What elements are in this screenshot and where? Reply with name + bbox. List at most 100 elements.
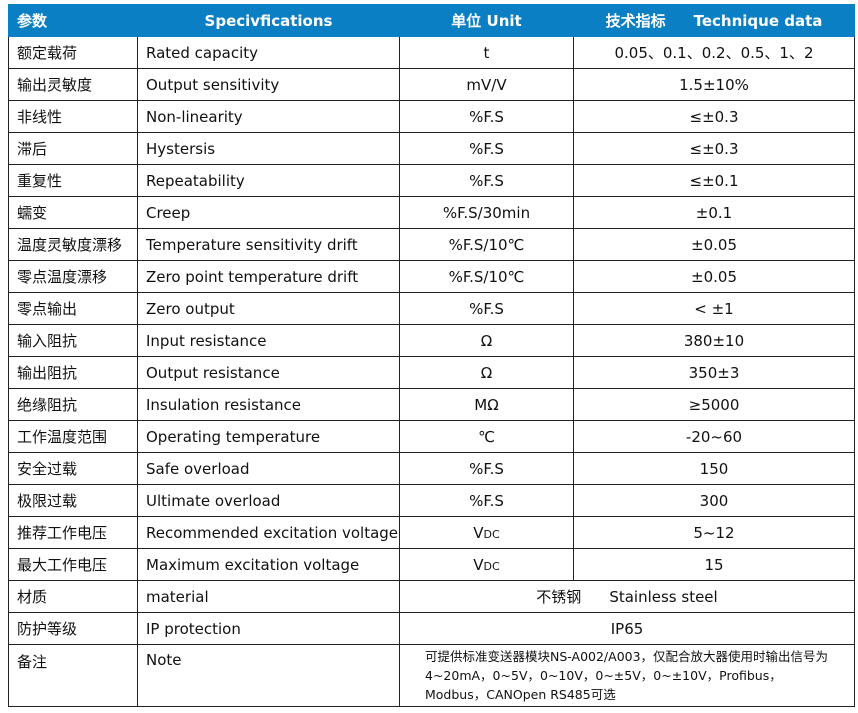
row-unit: %F.S	[399, 164, 574, 197]
table-row-material: 材质 material 不锈钢 Stainless steel	[8, 580, 855, 613]
table-row: 额定载荷 Rated capacity t 0.05、0.1、0.2、0.5、1、2	[8, 36, 855, 69]
row-cn: 推荐工作电压	[8, 516, 138, 549]
row-unit: %F.S/30min	[399, 196, 574, 229]
row-en: Insulation resistance	[137, 388, 400, 421]
row-cn: 绝缘阻抗	[8, 388, 138, 421]
spec-table: 参数 Specivfications 单位 Unit 技术指标 Technique…	[8, 4, 855, 707]
row-en: Output sensitivity	[137, 68, 400, 101]
table-row-ip: 防护等级 IP protection IP65	[8, 612, 855, 645]
row-unit: VDC	[399, 548, 574, 581]
row-en: Operating temperature	[137, 420, 400, 453]
header-data-en: Technique data	[693, 12, 823, 30]
row-unit: %F.S/10℃	[399, 260, 574, 293]
table-row: 工作温度范围 Operating temperature ℃ -20~60	[8, 420, 855, 453]
row-unit: VDC	[399, 516, 574, 549]
row-en: Repeatability	[137, 164, 400, 197]
row-value: 150	[573, 452, 855, 485]
row-cn: 非线性	[8, 100, 138, 133]
row-en: Zero output	[137, 292, 400, 325]
row-unit: %F.S	[399, 100, 574, 133]
table-row: 蠕变 Creep %F.S/30min ±0.1	[8, 196, 855, 229]
row-en: Note	[137, 644, 400, 707]
row-en: Output resistance	[137, 356, 400, 389]
table-row: 输出灵敏度 Output sensitivity mV/V 1.5±10%	[8, 68, 855, 101]
row-cn: 温度灵敏度漂移	[8, 228, 138, 261]
table-row: 输出阻抗 Output resistance Ω 350±3	[8, 356, 855, 389]
row-value: 1.5±10%	[573, 68, 855, 101]
row-unit: Ω	[399, 324, 574, 357]
table-row: 极限过载 Ultimate overload %F.S 300	[8, 484, 855, 517]
table-row: 绝缘阻抗 Insulation resistance MΩ ≥5000	[8, 388, 855, 421]
row-unit: %F.S	[399, 452, 574, 485]
row-value: ±0.05	[573, 260, 855, 293]
row-unit: %F.S	[399, 484, 574, 517]
header-spec: Specivfications	[137, 4, 400, 37]
row-cn: 防护等级	[8, 612, 138, 645]
row-cn: 极限过载	[8, 484, 138, 517]
row-en: Rated capacity	[137, 36, 400, 69]
table-row: 零点温度漂移 Zero point temperature drift %F.S/1…	[8, 260, 855, 293]
row-value: ±0.1	[573, 196, 855, 229]
row-value: ≤±0.1	[573, 164, 855, 197]
row-en: IP protection	[137, 612, 400, 645]
row-cn: 备注	[8, 644, 138, 707]
table-row: 输入阻抗 Input resistance Ω 380±10	[8, 324, 855, 357]
row-value: 15	[573, 548, 855, 581]
table-row: 最大工作电压 Maximum excitation voltage VDC 15	[8, 548, 855, 581]
row-cn: 重复性	[8, 164, 138, 197]
note-text: 可提供标准变送器模块NS-A002/A003，仅配合放大器使用时输出信号为4~2…	[399, 644, 855, 707]
header-unit: 单位 Unit	[399, 4, 574, 37]
row-en: material	[137, 580, 400, 613]
row-value: -20~60	[573, 420, 855, 453]
row-value: < ±1	[573, 292, 855, 325]
row-en: Non-linearity	[137, 100, 400, 133]
table-row: 温度灵敏度漂移 Temperature sensitivity drift %F.S…	[8, 228, 855, 261]
row-value: ≤±0.3	[573, 100, 855, 133]
row-cn: 零点输出	[8, 292, 138, 325]
row-unit: %F.S	[399, 132, 574, 165]
table-row: 非线性 Non-linearity %F.S ≤±0.3	[8, 100, 855, 133]
row-en: Safe overload	[137, 452, 400, 485]
table-row: 推荐工作电压 Recommended excitation voltage VDC 5…	[8, 516, 855, 549]
row-unit: %F.S/10℃	[399, 228, 574, 261]
row-value: 0.05、0.1、0.2、0.5、1、2	[573, 36, 855, 69]
header-data: 技术指标 Technique data	[573, 4, 855, 37]
row-cn: 安全过载	[8, 452, 138, 485]
row-unit: ℃	[399, 420, 574, 453]
row-cn: 额定载荷	[8, 36, 138, 69]
row-en: Hystersis	[137, 132, 400, 165]
row-value: ≥5000	[573, 388, 855, 421]
row-unit: Ω	[399, 356, 574, 389]
row-cn: 最大工作电压	[8, 548, 138, 581]
row-value: 5~12	[573, 516, 855, 549]
row-en: Temperature sensitivity drift	[137, 228, 400, 261]
row-unit: MΩ	[399, 388, 574, 421]
table-row: 重复性 Repeatability %F.S ≤±0.1	[8, 164, 855, 197]
table-row-note: 备注 Note 可提供标准变送器模块NS-A002/A003，仅配合放大器使用时…	[8, 644, 855, 707]
row-cn: 工作温度范围	[8, 420, 138, 453]
row-en: Recommended excitation voltage	[137, 516, 400, 549]
row-value: IP65	[399, 612, 855, 645]
header-data-cn: 技术指标	[605, 12, 666, 30]
header-row: 参数 Specivfications 单位 Unit 技术指标 Technique…	[8, 4, 855, 37]
row-value: 不锈钢 Stainless steel	[399, 580, 855, 613]
row-cn: 滞后	[8, 132, 138, 165]
table-row: 滞后 Hystersis %F.S ≤±0.3	[8, 132, 855, 165]
row-unit: t	[399, 36, 574, 69]
row-value: 380±10	[573, 324, 855, 357]
material-en: Stainless steel	[609, 588, 718, 606]
row-cn: 蠕变	[8, 196, 138, 229]
row-en: Maximum excitation voltage	[137, 548, 400, 581]
row-cn: 材质	[8, 580, 138, 613]
header-param: 参数	[8, 4, 138, 37]
material-cn: 不锈钢	[536, 588, 582, 606]
row-en: Input resistance	[137, 324, 400, 357]
row-en: Ultimate overload	[137, 484, 400, 517]
row-cn: 零点温度漂移	[8, 260, 138, 293]
row-unit: %F.S	[399, 292, 574, 325]
table-row: 零点输出 Zero output %F.S < ±1	[8, 292, 855, 325]
row-cn: 输出阻抗	[8, 356, 138, 389]
table-row: 安全过载 Safe overload %F.S 150	[8, 452, 855, 485]
row-en: Creep	[137, 196, 400, 229]
row-value: ±0.05	[573, 228, 855, 261]
